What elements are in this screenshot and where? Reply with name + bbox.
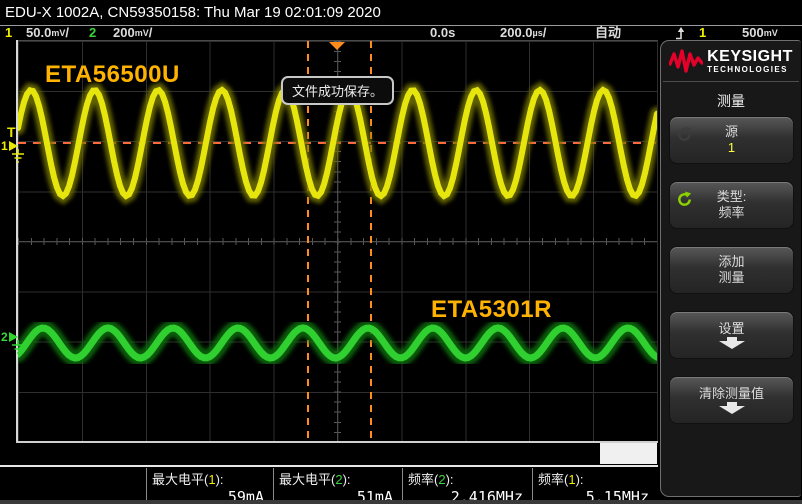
ch1-ground-icon xyxy=(8,141,24,163)
softkey-label2: 测量 xyxy=(718,270,745,285)
waveform-layer xyxy=(18,41,657,442)
timebase-scale: 200.0µs/ xyxy=(500,25,547,40)
horizontal-delay: 0.0s xyxy=(430,25,456,40)
keysight-logo: KEYSIGHT TECHNOLOGIES xyxy=(661,48,801,74)
trigger-position-marker[interactable] xyxy=(329,42,345,50)
softkey-label: 清除测量值 xyxy=(698,386,764,401)
measurement-max-level-1: 最大电平(1): 59mA xyxy=(146,468,273,504)
down-arrow-icon xyxy=(718,337,745,349)
down-arrow-icon xyxy=(718,402,745,414)
softkey-type[interactable]: 类型: 频率 xyxy=(669,181,794,229)
waveform-display: ETA56500U ETA5301R 文件成功保存。 xyxy=(18,40,658,442)
trigger-source: 1 xyxy=(699,25,707,40)
measurement-max-level-2: 最大电平(2): 51mA xyxy=(273,468,402,504)
softkey-value: 1 xyxy=(727,140,736,155)
brand-subname: TECHNOLOGIES xyxy=(707,64,788,74)
trigger-level: 500mV xyxy=(742,25,778,40)
graticule-left-edge xyxy=(16,40,18,443)
softkey-label: 设置 xyxy=(718,321,745,336)
softkey-menu-panel: KEYSIGHT TECHNOLOGIES 测量 源 1 类型: 频率 添加 测… xyxy=(660,40,801,497)
ch2-scale: 200mV/ xyxy=(113,25,153,40)
measurement-frequency-2: 频率(2): 2.416MHz xyxy=(402,468,532,504)
bottom-bezel-strip xyxy=(0,500,802,504)
trigger-level-marker[interactable]: T xyxy=(7,124,16,140)
measurement-bar-border xyxy=(0,465,658,467)
measurement-frequency-1: 频率(1): 5.15MHz xyxy=(532,468,658,504)
softkey-source[interactable]: 源 1 xyxy=(669,116,794,164)
softkey-value: 频率 xyxy=(718,205,745,220)
rotate-knob-icon-dim xyxy=(676,126,693,147)
corner-highlight-box xyxy=(600,443,657,464)
menu-title: 测量 xyxy=(717,93,745,109)
status-bar: 1 50.0mV/ 2 200mV/ 0.0s 200.0µs/ 自动 1 50… xyxy=(0,26,802,40)
device-title: EDU-X 1002A, CN59350158: Thu Mar 19 02:0… xyxy=(5,4,381,21)
ch2-annotation-label: ETA5301R xyxy=(431,296,552,323)
ch1-waveform xyxy=(18,86,657,200)
ch1-ground-marker[interactable]: 1 xyxy=(1,139,28,165)
keysight-spark-icon xyxy=(669,49,704,73)
ch1-scale: 50.0mV/ xyxy=(26,25,69,40)
save-success-toast: 文件成功保存。 xyxy=(281,76,395,105)
softkey-label: 添加 xyxy=(718,254,745,269)
ch1-number: 1 xyxy=(5,25,13,40)
ch2-ground-marker[interactable]: 2 xyxy=(1,330,28,356)
trigger-mode: 自动 xyxy=(595,25,622,40)
graticule-bottom-edge xyxy=(16,441,658,443)
ch2-number: 2 xyxy=(89,25,97,40)
softkey-label: 源 xyxy=(724,124,738,139)
softkey-settings[interactable]: 设置 xyxy=(669,311,794,359)
sidebar-divider xyxy=(663,81,799,82)
ch2-ground-icon xyxy=(8,332,24,354)
softkey-clear-measurements[interactable]: 清除测量值 xyxy=(669,376,794,424)
title-bar: EDU-X 1002A, CN59350158: Thu Mar 19 02:0… xyxy=(0,0,802,26)
ch1-annotation-label: ETA56500U xyxy=(45,61,180,88)
brand-name: KEYSIGHT xyxy=(707,47,793,65)
rotate-knob-icon-green xyxy=(676,191,693,212)
softkey-label: 类型: xyxy=(716,189,747,204)
ch2-waveform xyxy=(18,324,657,362)
trigger-edge-icon xyxy=(676,27,688,43)
softkey-add-measurement[interactable]: 添加 测量 xyxy=(669,246,794,294)
